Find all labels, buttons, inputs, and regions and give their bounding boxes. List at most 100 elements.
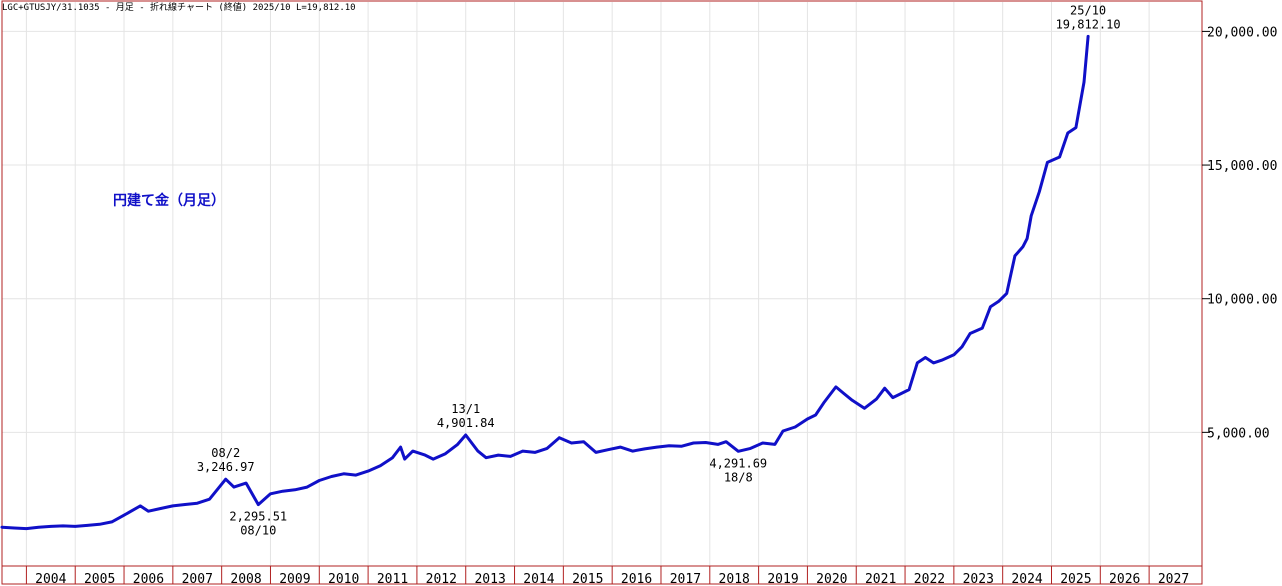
data-point (907, 388, 911, 391)
x-tick-label: 2027 (1158, 572, 1189, 586)
x-tick-label: 2019 (767, 572, 798, 586)
data-point (822, 401, 825, 405)
data-point (456, 443, 459, 446)
x-tick-label: 2010 (328, 572, 359, 586)
x-tick-label: 2015 (572, 572, 603, 586)
annotation-label: 4,901.84 (437, 416, 495, 430)
data-point (749, 447, 752, 450)
y-tick-label: 15,000.00 (1207, 159, 1277, 174)
data-point (883, 387, 886, 390)
data-point (224, 478, 227, 481)
data-point (781, 429, 785, 433)
data-points (0, 35, 1090, 530)
data-point (330, 475, 333, 478)
data-point (989, 305, 992, 308)
x-tick-label: 2023 (963, 572, 994, 586)
data-point (37, 526, 40, 529)
data-point (692, 441, 695, 445)
x-tick-label: 2014 (523, 572, 554, 586)
data-point (521, 449, 524, 453)
data-point (366, 469, 370, 473)
data-point (342, 472, 345, 475)
data-point (997, 300, 1000, 303)
data-point (891, 396, 895, 399)
x-tick-label: 2008 (230, 572, 261, 586)
y-tick-label: 10,000.00 (1207, 293, 1277, 308)
data-point (183, 503, 187, 506)
data-point (497, 453, 500, 457)
data-point (761, 441, 764, 445)
x-tick-label: 2005 (84, 572, 115, 586)
data-point (411, 449, 415, 453)
x-tick-label: 2011 (377, 572, 408, 586)
annotation-label: 08/10 (240, 524, 276, 538)
data-point (399, 445, 402, 449)
data-point (643, 447, 646, 451)
data-point (606, 448, 610, 451)
data-point (545, 447, 549, 450)
data-point (680, 445, 683, 448)
data-point (899, 392, 903, 395)
data-point (74, 525, 77, 528)
annotation-label: 3,246.97 (197, 460, 255, 474)
data-point (794, 425, 797, 429)
x-tick-label: 2025 (1060, 572, 1091, 586)
data-point (257, 503, 260, 506)
annotation-label: 19,812.10 (1056, 17, 1121, 31)
data-point (49, 525, 53, 528)
data-point (484, 456, 488, 459)
data-point (139, 504, 142, 508)
data-point (1005, 292, 1008, 295)
data-point (431, 457, 435, 461)
data-point (464, 433, 467, 437)
data-point (171, 504, 175, 508)
data-point (122, 514, 126, 517)
data-point (1074, 126, 1078, 129)
annotation-label: 25/10 (1070, 3, 1106, 17)
x-tick-label: 2020 (816, 572, 847, 586)
x-tick-label: 2017 (670, 572, 701, 586)
data-point (293, 488, 297, 492)
annotation-label: 2,295.51 (229, 510, 287, 524)
x-tick-label: 2013 (474, 572, 505, 586)
data-point (655, 445, 659, 449)
data-point (619, 445, 622, 449)
data-point (318, 479, 321, 482)
data-point (570, 441, 573, 445)
data-point (147, 510, 150, 513)
x-tick-label: 2026 (1109, 572, 1140, 586)
x-tick-label: 2024 (1011, 572, 1042, 586)
y-tick-label: 5,000.00 (1207, 426, 1270, 441)
data-point (968, 332, 972, 335)
data-point (582, 440, 585, 443)
data-point (863, 407, 866, 410)
data-point (533, 451, 537, 454)
data-point (1029, 214, 1033, 218)
x-tick-label: 2022 (914, 572, 945, 586)
gridlines (2, 2, 1202, 566)
y-axis: 5,000.00 10,000.00 15,000.00 20,000.00 (1202, 25, 1277, 441)
data-point (403, 457, 406, 461)
data-point (476, 449, 480, 453)
data-point (916, 361, 919, 365)
data-point (509, 455, 512, 458)
data-point (354, 473, 358, 477)
data-point (631, 449, 634, 453)
x-tick-label: 2016 (621, 572, 652, 586)
x-tick-label: 2012 (426, 572, 457, 586)
data-point (98, 523, 101, 526)
data-point (558, 436, 561, 439)
data-point (423, 453, 427, 457)
annotation-label: 08/2 (211, 446, 240, 460)
x-tick-label: 2004 (35, 572, 66, 586)
data-point (737, 450, 740, 453)
data-point (305, 485, 309, 489)
data-point (1066, 131, 1069, 135)
plot-frame (1, 0, 1203, 585)
x-tick-label: 2021 (865, 572, 896, 586)
data-point (1038, 190, 1041, 193)
data-point (724, 440, 728, 443)
data-point (61, 524, 65, 528)
data-point (13, 526, 16, 530)
